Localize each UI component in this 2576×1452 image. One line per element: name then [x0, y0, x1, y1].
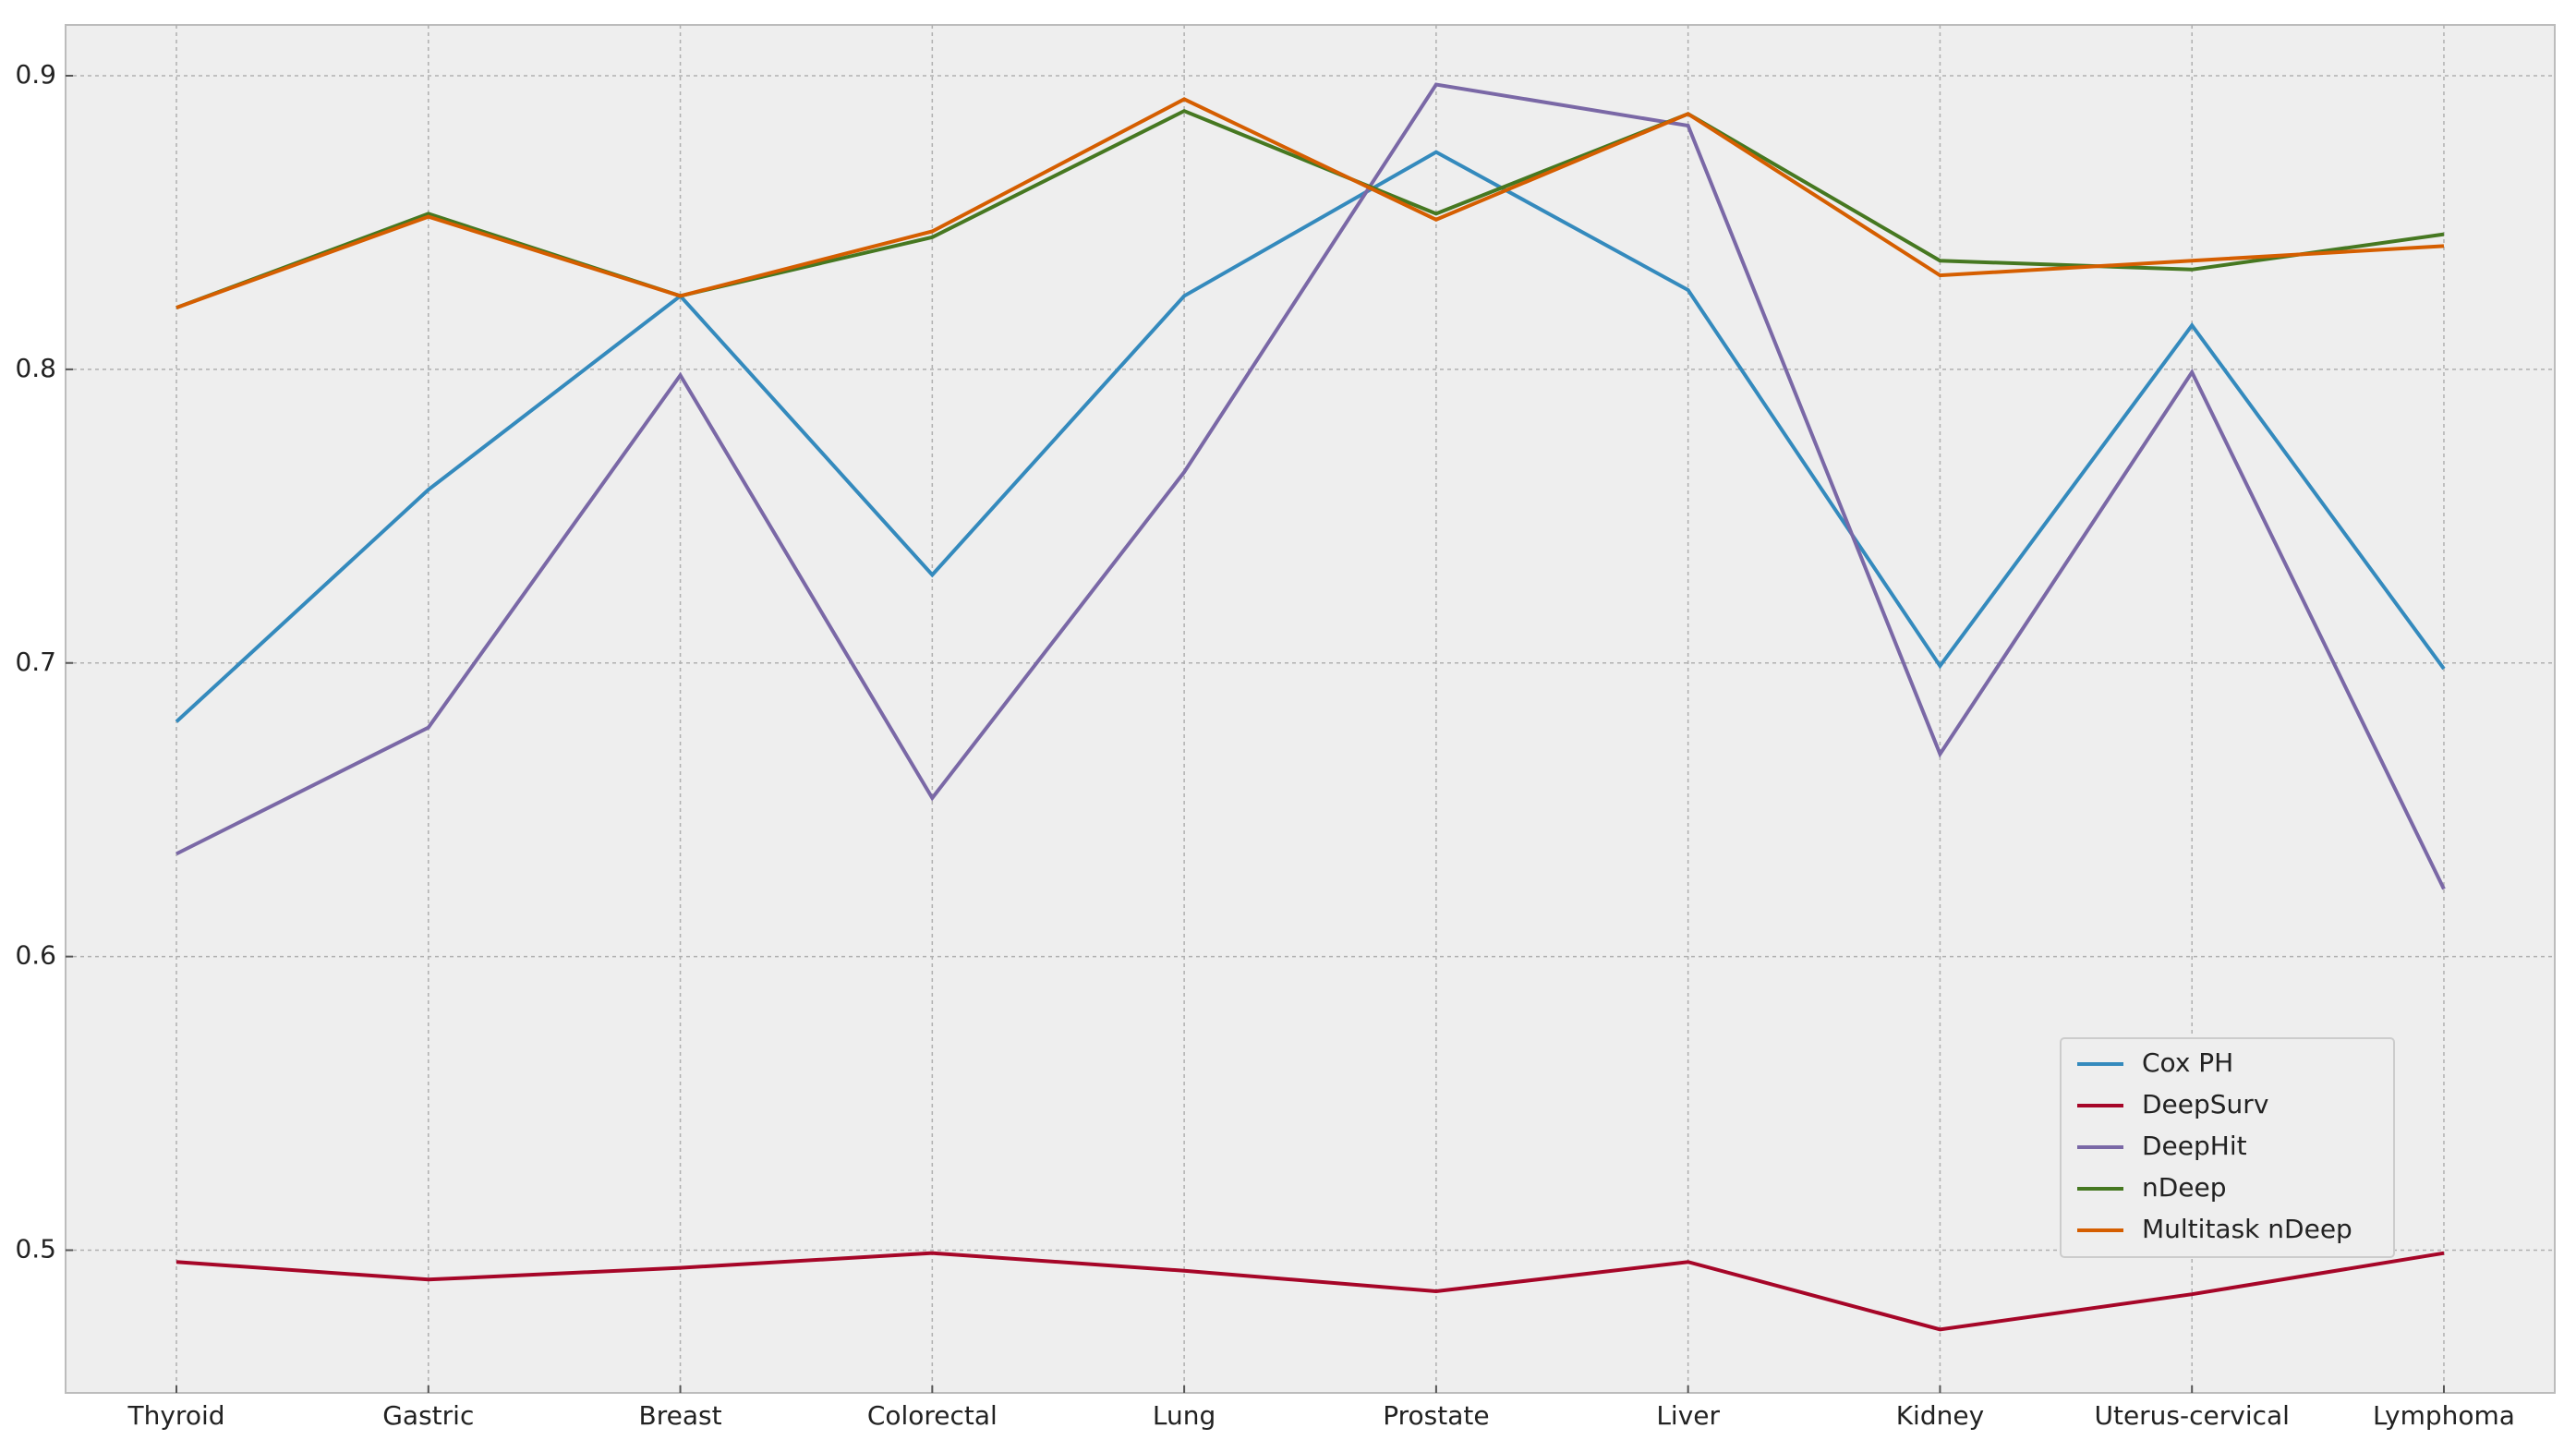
legend-box — [2060, 1037, 2395, 1258]
y-tick-label: 0.5 — [15, 1234, 56, 1264]
legend-label: DeepSurv — [2142, 1089, 2268, 1119]
x-tick-label: Kidney — [1896, 1400, 1984, 1431]
x-tick-label: Colorectal — [867, 1400, 998, 1431]
legend: Cox PH DeepSurv DeepHit nDeep Multitask nDee… — [2060, 1037, 2395, 1258]
line — [175, 82, 2446, 890]
legend-label: DeepHit — [2142, 1131, 2247, 1161]
line — [175, 97, 2445, 309]
x-tick-label: Thyroid — [127, 1400, 225, 1431]
legend-label: Cox PH — [2142, 1047, 2233, 1078]
y-tick-label: 0.6 — [15, 940, 56, 971]
line — [175, 150, 2446, 723]
y-tick-label: 0.7 — [15, 647, 56, 677]
x-tick-label: Uterus-cervical — [2094, 1400, 2289, 1431]
legend-label: Multitask nDeep — [2142, 1214, 2352, 1244]
y-tick-label: 0.8 — [15, 353, 56, 383]
x-tick-label: Lung — [1153, 1400, 1215, 1431]
x-tick-label: Liver — [1656, 1400, 1720, 1431]
y-tick-label: 0.9 — [15, 59, 56, 90]
x-tick-label: Lymphoma — [2373, 1400, 2515, 1431]
line — [175, 1251, 2445, 1332]
legend-label: nDeep — [2142, 1172, 2227, 1203]
x-tick-label: Breast — [639, 1400, 722, 1431]
x-tick-label: Prostate — [1383, 1400, 1489, 1431]
x-tick-label: Gastric — [382, 1400, 474, 1431]
